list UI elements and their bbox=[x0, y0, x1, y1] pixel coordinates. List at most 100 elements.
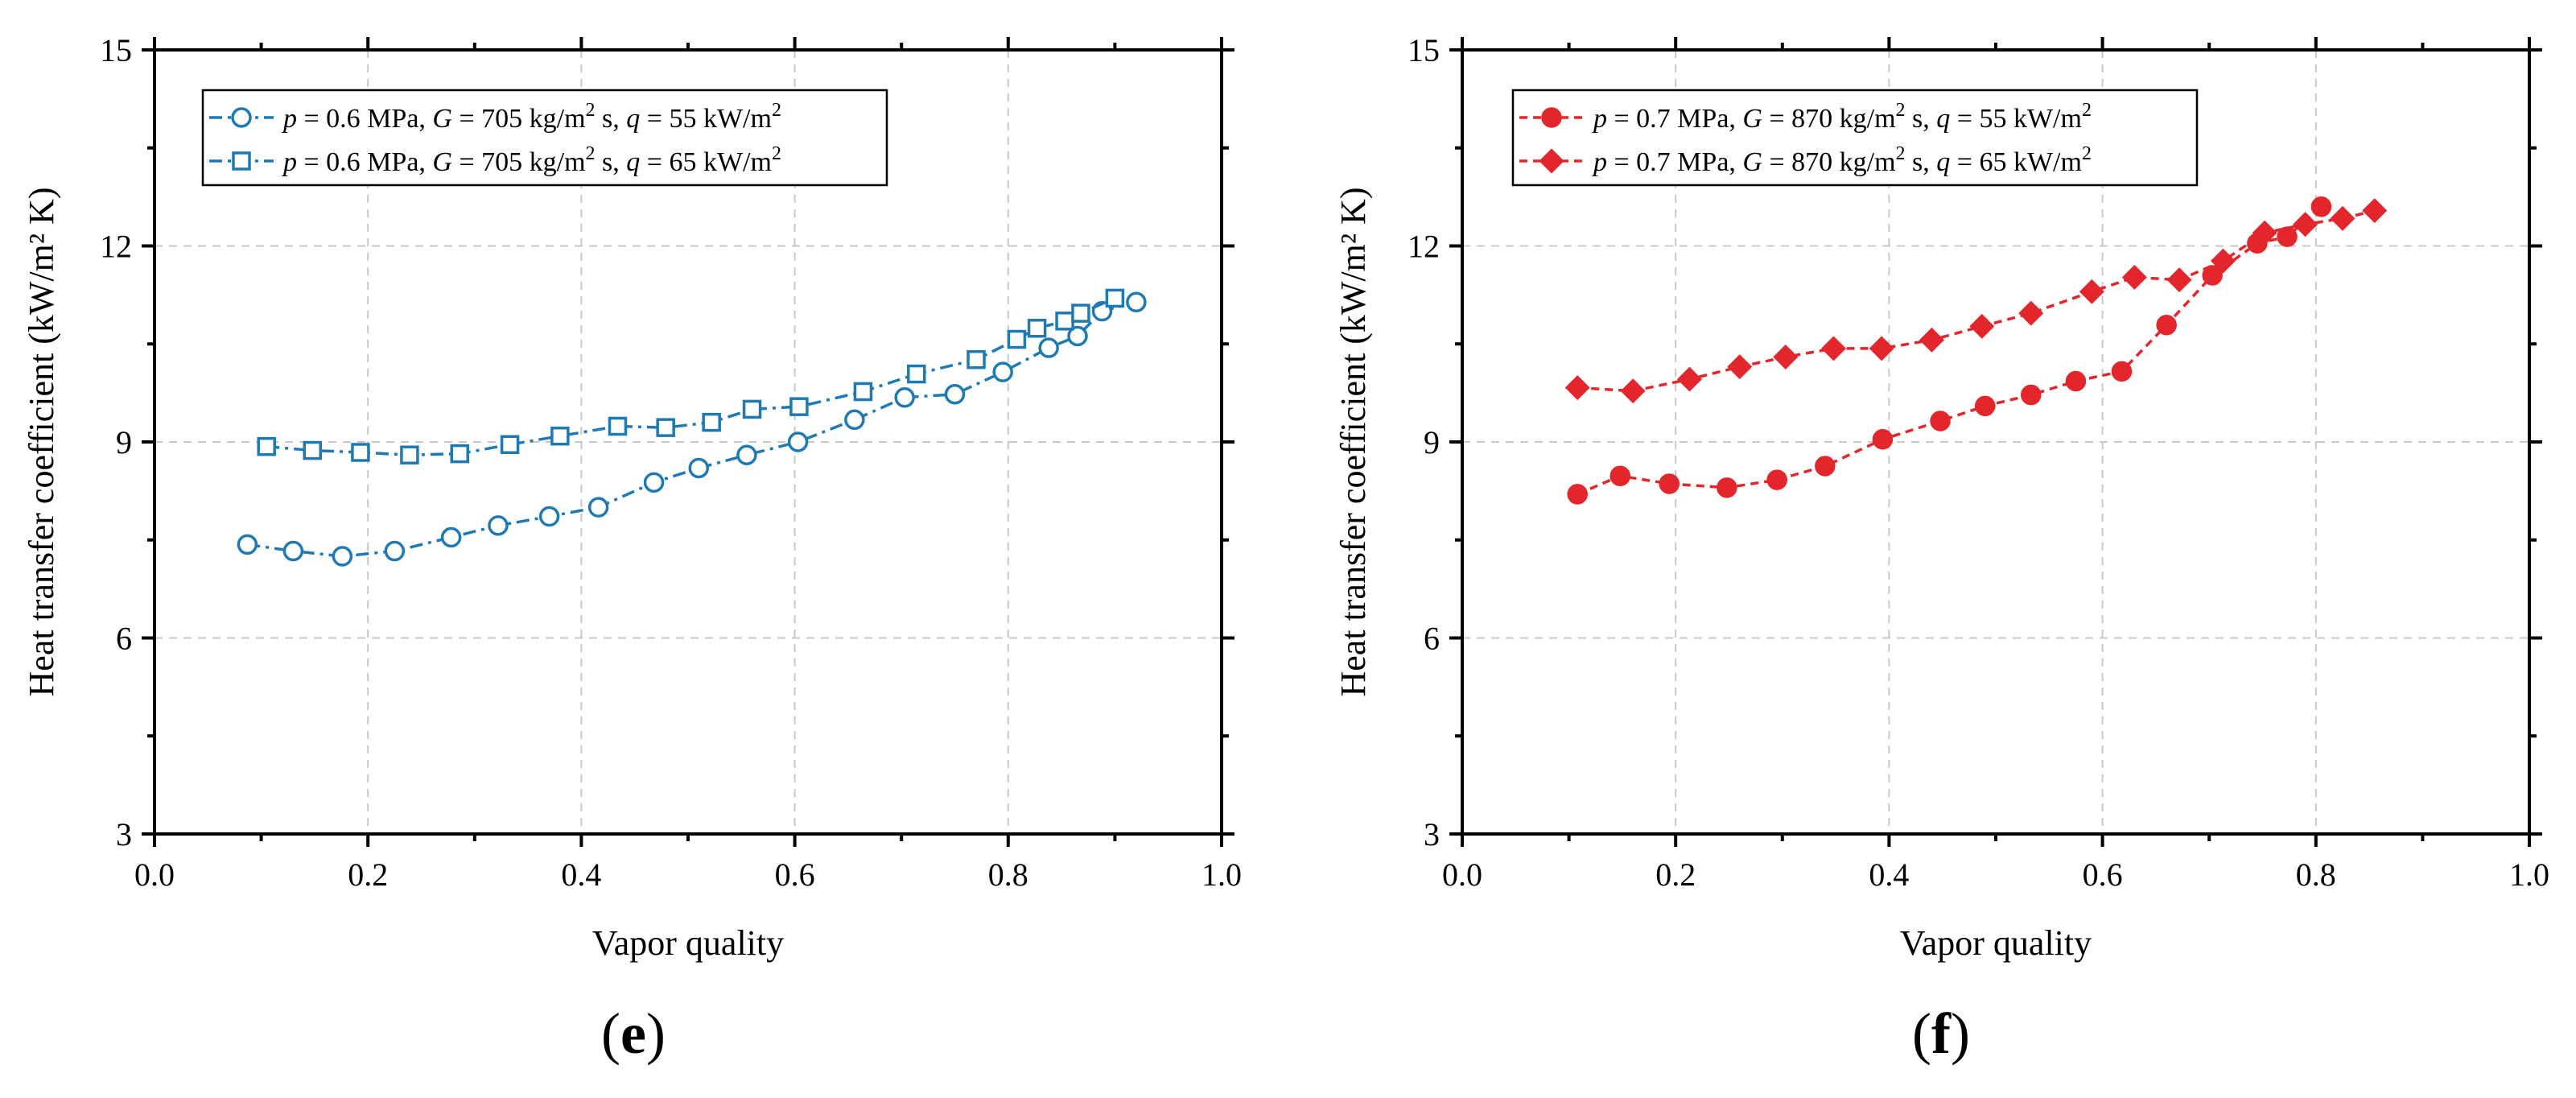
legend-q-exponent: 2 bbox=[2082, 100, 2092, 121]
data-point bbox=[2310, 196, 2332, 217]
data-point bbox=[742, 399, 762, 419]
legend-g-value: = 705 kg/m bbox=[452, 147, 586, 177]
panel-label-close: ) bbox=[1951, 1001, 1970, 1066]
series-2 bbox=[257, 288, 1125, 464]
data-point bbox=[1869, 336, 1894, 361]
y-tick-label: 6 bbox=[1424, 621, 1440, 657]
data-point bbox=[1717, 477, 1737, 498]
data-point bbox=[1105, 288, 1125, 308]
legend-g-exponent: 2 bbox=[586, 100, 596, 121]
data-point bbox=[2021, 384, 2042, 406]
data-point bbox=[1659, 473, 1680, 494]
data-point bbox=[1620, 378, 1646, 404]
y-axis-title: Heat transfer coefficient (kW/m² K) bbox=[1333, 188, 1373, 697]
data-point bbox=[643, 472, 665, 493]
data-point bbox=[1055, 312, 1074, 331]
data-point bbox=[2111, 361, 2133, 382]
x-tick-label: 0.6 bbox=[2083, 857, 2123, 893]
panel-label-close: ) bbox=[646, 1001, 666, 1066]
panel-label-letter: e bbox=[620, 1001, 646, 1066]
data-point bbox=[787, 431, 809, 452]
series-line bbox=[1577, 208, 2376, 393]
legend-p-symbol: p bbox=[1592, 104, 1607, 134]
legend-separator: s, bbox=[596, 104, 627, 134]
data-point bbox=[351, 443, 370, 462]
legend-g-symbol: G bbox=[432, 104, 452, 134]
y-tick-label: 3 bbox=[1424, 816, 1440, 852]
data-point bbox=[1567, 484, 1588, 505]
data-point bbox=[1609, 465, 1630, 486]
legend-p-value: = 0.6 MPa, bbox=[297, 104, 432, 134]
data-point bbox=[1564, 375, 1590, 401]
x-axis-title: Vapor quality bbox=[1900, 923, 2092, 963]
data-point bbox=[2210, 248, 2236, 274]
data-point bbox=[2065, 370, 2087, 392]
x-tick-label: 0.4 bbox=[561, 857, 601, 893]
y-tick-label: 9 bbox=[116, 424, 132, 460]
y-tick-label: 3 bbox=[116, 816, 132, 852]
data-point bbox=[2330, 205, 2355, 231]
x-tick-label: 0.8 bbox=[2296, 857, 2336, 893]
data-point bbox=[789, 397, 809, 416]
panel-label: (f) bbox=[1912, 1001, 1970, 1066]
data-point bbox=[1919, 327, 1944, 353]
data-point bbox=[2018, 300, 2044, 326]
data-point bbox=[608, 416, 628, 436]
data-point bbox=[587, 497, 609, 518]
panel-label-open: ( bbox=[1912, 1001, 1931, 1066]
legend-label: p = 0.7 MPa, G = 870 kg/m2 s, q = 65 kW/… bbox=[1592, 143, 2092, 177]
data-point bbox=[1974, 395, 1996, 417]
series-line bbox=[266, 296, 1116, 456]
y-tick-label: 12 bbox=[100, 229, 132, 265]
legend-g-symbol: G bbox=[1742, 147, 1762, 177]
data-point bbox=[440, 526, 462, 548]
data-point bbox=[1930, 411, 1951, 431]
data-point bbox=[384, 540, 406, 562]
data-point bbox=[257, 436, 276, 456]
legend-box bbox=[1511, 89, 2199, 187]
legend-label: p = 0.7 MPa, G = 870 kg/m2 s, q = 55 kW/… bbox=[1592, 100, 2092, 134]
y-tick-label: 15 bbox=[1408, 32, 1440, 68]
legend-q-symbol: q bbox=[1936, 147, 1950, 177]
data-point bbox=[894, 387, 915, 408]
data-point bbox=[992, 361, 1013, 382]
legend-g-exponent: 2 bbox=[1896, 100, 1906, 121]
data-point bbox=[736, 444, 757, 465]
legend-p-symbol: p bbox=[282, 147, 297, 177]
data-point bbox=[1820, 336, 1846, 361]
data-point bbox=[844, 409, 865, 431]
legend-p-value: = 0.7 MPa, bbox=[1607, 147, 1742, 177]
data-point bbox=[1773, 345, 1799, 369]
legend-q-value: = 55 kW/m bbox=[1950, 104, 2082, 134]
data-point bbox=[450, 444, 469, 464]
legend-q-exponent: 2 bbox=[2082, 143, 2092, 164]
legend: p = 0.7 MPa, G = 870 kg/m2 s, q = 55 kW/… bbox=[1511, 89, 2199, 187]
x-tick-label: 1.0 bbox=[2509, 857, 2549, 893]
legend-separator: s, bbox=[596, 147, 627, 177]
data-point bbox=[2293, 212, 2318, 237]
data-point bbox=[231, 107, 252, 128]
data-point bbox=[1872, 429, 1894, 450]
series-1 bbox=[1567, 196, 2332, 505]
data-point bbox=[944, 383, 966, 405]
data-point bbox=[237, 534, 258, 555]
legend-q-exponent: 2 bbox=[772, 143, 781, 164]
x-tick-label: 0.8 bbox=[988, 857, 1028, 893]
x-tick-label: 0.2 bbox=[1655, 857, 1696, 893]
data-point bbox=[1766, 469, 1787, 490]
data-point bbox=[1126, 291, 1147, 313]
data-point bbox=[332, 546, 353, 567]
data-point bbox=[2121, 264, 2147, 290]
y-axis-title: Heat transfer coefficient (kW/m² K) bbox=[22, 188, 61, 697]
legend-g-value: = 870 kg/m bbox=[1762, 104, 1896, 134]
data-point bbox=[1727, 354, 1753, 380]
legend-q-symbol: q bbox=[626, 147, 640, 177]
data-point bbox=[907, 364, 926, 384]
legend: p = 0.6 MPa, G = 705 kg/m2 s, q = 55 kW/… bbox=[201, 89, 888, 187]
legend-p-value: = 0.6 MPa, bbox=[297, 147, 432, 177]
data-point bbox=[2156, 314, 2177, 336]
panel-label: (e) bbox=[601, 1001, 666, 1066]
x-tick-label: 0.2 bbox=[348, 857, 388, 893]
data-point bbox=[2252, 220, 2277, 246]
